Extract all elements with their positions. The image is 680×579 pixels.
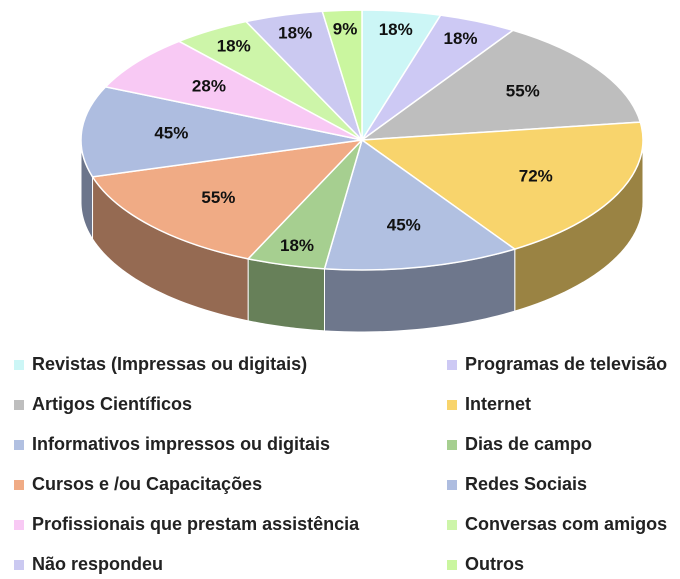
slice [104, 40, 363, 141]
legend-marker [447, 520, 457, 530]
legend-marker [14, 360, 24, 370]
legend-marker [447, 440, 457, 450]
slice [359, 121, 644, 250]
legend-marker [14, 400, 24, 410]
data-label: 45% [387, 216, 421, 235]
data-label: 45% [154, 124, 188, 143]
data-label: 18% [379, 20, 413, 39]
slice [91, 138, 365, 260]
data-label: 55% [201, 188, 235, 207]
legend-label: Programas de televisão [465, 354, 667, 374]
legend-label: Redes Sociais [465, 474, 587, 494]
legend-label: Artigos Científicos [32, 394, 192, 414]
data-label: 72% [519, 166, 553, 185]
legend-label: Dias de campo [465, 434, 592, 454]
data-label: 18% [217, 36, 251, 55]
legend-label: Informativos impressos ou digitais [32, 434, 330, 454]
data-label: 9% [333, 19, 358, 38]
legend-marker [14, 480, 24, 490]
legend-marker [447, 400, 457, 410]
data-label: 18% [278, 23, 312, 42]
legend-label: Internet [465, 394, 531, 414]
legend-label: Profissionais que prestam assistência [32, 514, 360, 534]
legend-label: Revistas (Impressas ou digitais) [32, 354, 307, 374]
legend-marker [14, 560, 24, 570]
slice [321, 9, 363, 141]
data-label: 18% [444, 29, 478, 48]
data-label: 18% [280, 236, 314, 255]
legend-label: Outros [465, 554, 524, 574]
legend-label: Cursos e /ou Capacitações [32, 474, 262, 494]
data-label: 28% [192, 77, 226, 96]
data-label: 55% [506, 82, 540, 101]
legend-label: Não respondeu [32, 554, 163, 574]
slice [323, 138, 517, 271]
legend-marker [447, 360, 457, 370]
legend-marker [447, 560, 457, 570]
legend-marker [14, 520, 24, 530]
slice [80, 86, 363, 178]
slice [359, 29, 642, 141]
legend-marker [447, 480, 457, 490]
slice-side [247, 258, 325, 332]
legend-label: Conversas com amigos [465, 514, 667, 534]
legend-marker [14, 440, 24, 450]
